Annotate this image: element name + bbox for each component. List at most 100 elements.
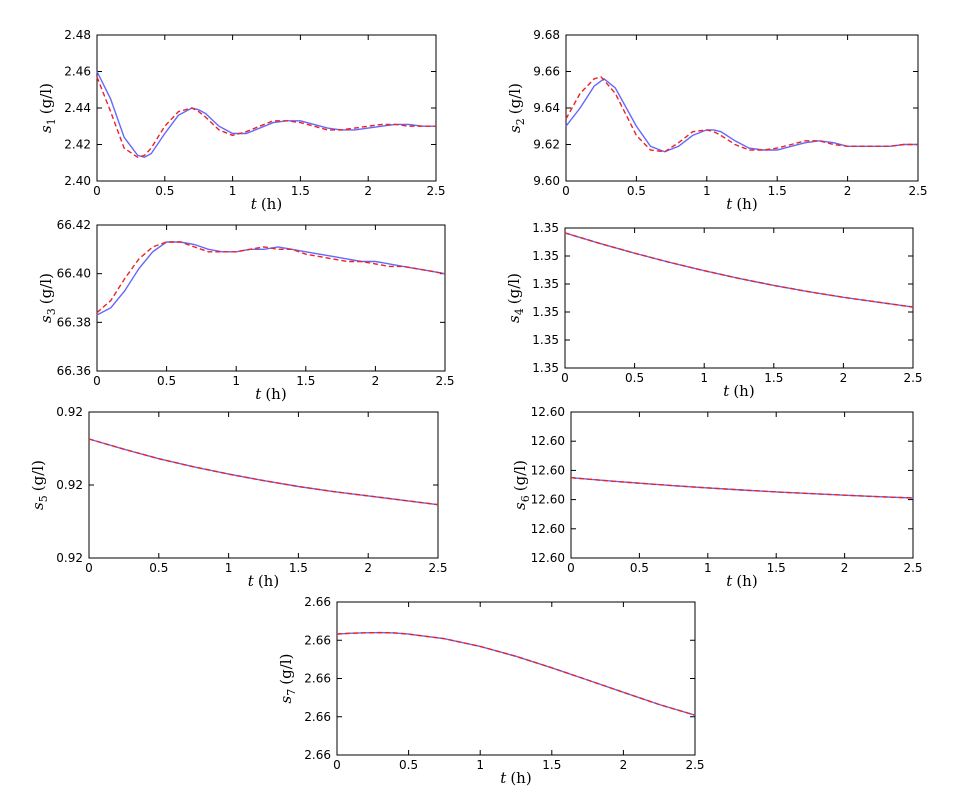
x-tick-label: 1.5 — [542, 758, 561, 772]
y-tick-label: 12.60 — [531, 493, 565, 507]
y-axis-label: s6(g/l) — [511, 460, 532, 510]
y-tick-label: 66.42 — [57, 218, 91, 232]
series-dashed-line — [88, 438, 439, 506]
x-tick-label: 0 — [561, 371, 569, 385]
x-tick-label: 0.5 — [627, 184, 646, 198]
series-solid-line — [565, 77, 918, 153]
x-tick-label: 2 — [840, 371, 848, 385]
series-dashed-line — [565, 76, 918, 153]
x-tick-label: 2 — [372, 374, 380, 388]
x-tick-label: 2 — [364, 184, 372, 198]
x-axis-label: t (h) — [255, 385, 286, 403]
series-solid-line — [336, 631, 696, 716]
y-tick-label: 12.60 — [531, 463, 565, 477]
subplot-5: 0 0.5 1 1.5 2 2.5 0.92 0.92 0.92 t (h) s5(g/l) — [29, 405, 448, 590]
subplot-2: 0 0.5 1 1.5 2 2.5 9.60 9.62 9.64 9.66 9.68 t (h) s2(g… — [506, 28, 928, 213]
x-tick-label: 2 — [844, 184, 852, 198]
plot-frame — [570, 411, 914, 559]
x-tick-label: 2.5 — [903, 561, 922, 575]
y-axis-label: s4(g/l) — [505, 273, 526, 323]
x-tick-label: 0.5 — [625, 371, 644, 385]
y-axis-label: s2(g/l) — [506, 83, 527, 133]
plot-frame — [336, 601, 696, 756]
x-tick-label: 0 — [562, 184, 570, 198]
y-tick-label: 0.92 — [56, 551, 83, 565]
subplot-6: 0 0.5 1 1.5 2 2.5 12.60 12.60 12.60 12.60 12.60 12.… — [511, 405, 923, 590]
x-tick-label: 1.5 — [289, 561, 308, 575]
y-tick-label: 1.35 — [532, 221, 559, 235]
x-tick-label: 1.5 — [291, 184, 310, 198]
series-dashed-line — [336, 631, 696, 716]
x-tick-label: 0.5 — [399, 758, 418, 772]
y-tick-label: 0.92 — [56, 478, 83, 492]
x-tick-label: 1 — [704, 561, 712, 575]
x-tick-label: 1 — [232, 374, 240, 388]
x-axis-label: t (h) — [500, 769, 531, 787]
plot-frame — [565, 34, 919, 182]
x-tick-label: 2.5 — [435, 374, 454, 388]
y-tick-label: 0.92 — [56, 405, 83, 419]
subplot-1: 0 0.5 1 1.5 2 2.5 2.40 2.42 2.44 2.46 2.48 t (h) s1(g… — [37, 28, 446, 213]
y-tick-label: 12.60 — [531, 551, 565, 565]
x-tick-label: 1 — [700, 371, 708, 385]
y-tick-label: 1.35 — [532, 333, 559, 347]
y-tick-label: 1.35 — [532, 249, 559, 263]
y-tick-label: 2.40 — [64, 174, 91, 188]
series-dashed-line — [96, 76, 436, 159]
x-tick-label: 1 — [476, 758, 484, 772]
x-tick-label: 2.5 — [426, 184, 445, 198]
x-axis-label: t (h) — [726, 195, 757, 213]
y-tick-label: 12.60 — [531, 522, 565, 536]
y-tick-label: 12.60 — [531, 405, 565, 419]
subplot-7: 0 0.5 1 1.5 2 2.5 2.66 2.66 2.66 2.66 2.66 t (h) s7(g… — [277, 595, 705, 787]
y-tick-label: 2.66 — [304, 710, 331, 724]
y-tick-label: 2.66 — [304, 748, 331, 762]
x-tick-label: 0.5 — [157, 374, 176, 388]
x-tick-label: 0 — [567, 561, 575, 575]
x-tick-label: 2.5 — [903, 371, 922, 385]
series-solid-line — [570, 477, 914, 499]
series-dashed-line — [570, 477, 914, 499]
y-tick-label: 2.46 — [64, 65, 91, 79]
plot-frame — [96, 224, 446, 372]
y-tick-label: 2.42 — [64, 138, 91, 152]
y-tick-label: 2.44 — [64, 101, 91, 115]
series-solid-line — [96, 71, 436, 159]
plot-frame — [564, 227, 914, 369]
y-tick-label: 9.62 — [533, 138, 560, 152]
series-dashed-line — [564, 232, 914, 308]
x-tick-label: 2.5 — [685, 758, 704, 772]
subplot-4: 0 0.5 1 1.5 2 2.5 1.35 1.35 1.35 1.35 1.35 1.35 t (h)… — [505, 221, 923, 400]
x-tick-label: 0 — [93, 184, 101, 198]
x-tick-label: 0.5 — [630, 561, 649, 575]
x-tick-label: 0 — [333, 758, 341, 772]
x-axis-label: t (h) — [723, 382, 754, 400]
x-tick-label: 2 — [364, 561, 372, 575]
y-tick-label: 2.66 — [304, 595, 331, 609]
y-axis-label: s5(g/l) — [29, 460, 50, 510]
x-tick-label: 0 — [93, 374, 101, 388]
x-tick-label: 1 — [229, 184, 237, 198]
plot-frame — [96, 34, 437, 182]
y-tick-label: 9.68 — [533, 28, 560, 42]
y-tick-label: 66.40 — [57, 267, 91, 281]
x-tick-label: 2 — [620, 758, 628, 772]
x-tick-label: 0.5 — [149, 561, 168, 575]
x-tick-label: 2.5 — [428, 561, 447, 575]
y-tick-label: 9.64 — [533, 101, 560, 115]
x-tick-label: 1.5 — [768, 184, 787, 198]
series-solid-line — [96, 241, 446, 316]
y-tick-label: 1.35 — [532, 361, 559, 375]
x-axis-label: t (h) — [248, 572, 279, 590]
y-tick-label: 2.48 — [64, 28, 91, 42]
x-tick-label: 0 — [85, 561, 93, 575]
y-tick-label: 9.66 — [533, 65, 560, 79]
series-dashed-line — [96, 241, 446, 314]
y-tick-label: 66.38 — [57, 315, 91, 329]
y-tick-label: 12.60 — [531, 434, 565, 448]
subplot-3: 0 0.5 1 1.5 2 2.5 66.36 66.38 66.40 66.42 t (h) s3(g… — [37, 218, 455, 403]
y-tick-label: 2.66 — [304, 672, 331, 686]
x-tick-label: 2 — [841, 561, 849, 575]
x-tick-label: 1 — [703, 184, 711, 198]
